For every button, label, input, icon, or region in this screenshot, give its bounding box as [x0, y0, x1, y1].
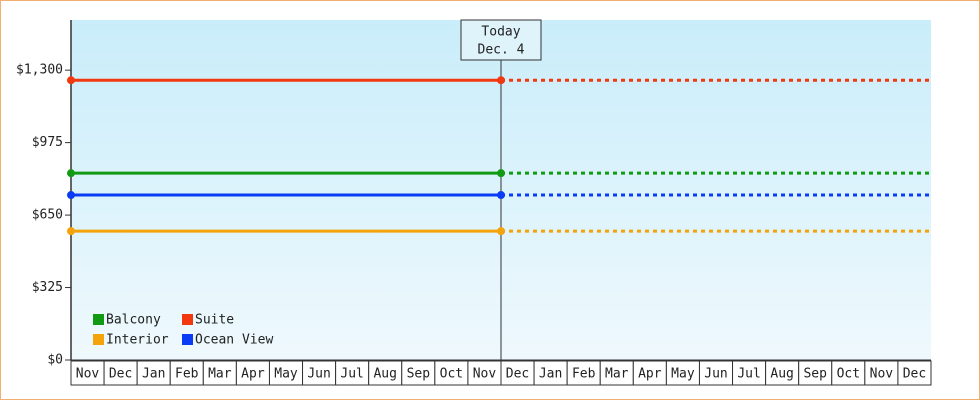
x-cell: [864, 360, 899, 386]
legend-label: Balcony: [106, 313, 161, 328]
x-cell: [765, 360, 800, 386]
x-cell: [70, 360, 105, 386]
y-tick-label: $650: [32, 208, 63, 223]
y-tick-label: $0: [47, 353, 63, 368]
x-tick-label: Dec: [506, 367, 529, 382]
x-tick-label: Mar: [605, 367, 629, 382]
x-tick-label: Oct: [837, 367, 860, 382]
x-cell: [467, 360, 502, 386]
point: [497, 76, 505, 85]
legend-swatch: [182, 334, 193, 345]
x-tick-label: Feb: [175, 367, 199, 382]
x-cell: [202, 360, 237, 386]
x-tick-label: Apr: [241, 367, 265, 382]
x-cell: [665, 360, 700, 386]
x-tick-label: Aug: [770, 367, 793, 382]
x-cell: [401, 360, 436, 386]
y-tick-label: $975: [32, 135, 63, 150]
legend-swatch: [93, 334, 104, 345]
x-tick-label: Oct: [440, 367, 463, 382]
x-tick-label: Mar: [208, 367, 232, 382]
legend-label: Ocean View: [195, 333, 273, 348]
x-tick-label: Sep: [803, 367, 827, 382]
x-tick-label: Jul: [737, 367, 760, 382]
x-cell: [831, 360, 866, 386]
x-tick-label: Aug: [373, 367, 396, 382]
x-tick-label: Dec: [109, 367, 132, 382]
x-cell: [368, 360, 403, 386]
point: [67, 227, 75, 236]
point: [67, 169, 75, 178]
y-tick-label: $325: [32, 280, 63, 295]
point: [497, 191, 505, 200]
point: [67, 76, 75, 85]
x-cell: [302, 360, 337, 386]
today-date: Dec. 4: [478, 43, 525, 58]
x-tick-label: May: [274, 367, 298, 382]
x-cell: [500, 360, 535, 386]
point: [497, 227, 505, 236]
y-tick-label: $1,300: [16, 63, 63, 78]
x-tick-label: Apr: [638, 367, 662, 382]
x-cell: [235, 360, 270, 386]
x-cell: [566, 360, 601, 386]
x-tick-label: Dec: [903, 367, 926, 382]
today-title: Today: [481, 25, 520, 40]
point: [497, 169, 505, 178]
x-cell: [632, 360, 667, 386]
x-tick-label: Nov: [473, 367, 497, 382]
x-tick-label: Sep: [407, 367, 431, 382]
legend-swatch: [182, 314, 193, 325]
x-tick-label: May: [671, 367, 695, 382]
x-tick-label: Nov: [76, 367, 100, 382]
x-cell: [533, 360, 568, 386]
x-tick-label: Nov: [870, 367, 894, 382]
x-tick-label: Jan: [539, 367, 562, 382]
x-cell: [434, 360, 469, 386]
x-cell: [268, 360, 304, 386]
x-cell: [599, 360, 634, 386]
today-box: [460, 19, 542, 61]
x-tick-label: Jan: [142, 367, 165, 382]
x-tick-label: Jun: [307, 367, 330, 382]
legend-swatch: [93, 314, 104, 325]
legend-label: Interior: [106, 333, 169, 348]
x-tick-label: Jun: [704, 367, 727, 382]
x-cell: [897, 360, 932, 386]
legend-label: Suite: [195, 313, 234, 328]
x-cell: [732, 360, 767, 386]
x-tick-label: Feb: [572, 367, 596, 382]
x-tick-label: Jul: [340, 367, 363, 382]
x-cell: [798, 360, 833, 386]
point: [67, 191, 75, 200]
